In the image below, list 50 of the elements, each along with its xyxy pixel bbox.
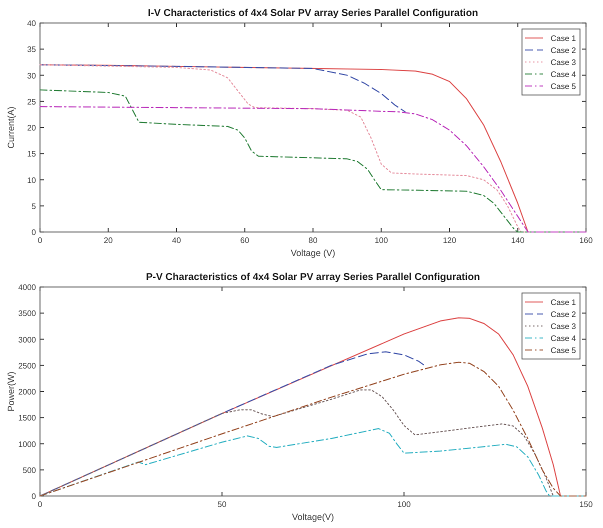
- y-tick-label: 10: [27, 176, 37, 185]
- y-tick-label: 4000: [18, 283, 37, 292]
- x-tick-label: 100: [397, 500, 412, 509]
- line-series: [39, 64, 406, 112]
- chart-title: I-V Characteristics of 4x4 Solar PV array Series Parallel Configuration: [148, 8, 478, 19]
- y-tick-label: 5: [32, 202, 37, 211]
- y-tick-label: 20: [27, 124, 37, 132]
- y-tick-label: 40: [27, 19, 37, 28]
- legend-label: Case 5: [550, 82, 577, 91]
- legend-label: Case 1: [550, 298, 577, 307]
- y-tick-label: 15: [27, 150, 37, 159]
- x-tick-label: 140: [511, 236, 525, 245]
- y-axis-title: Power(W): [6, 372, 16, 412]
- y-tick-label: 500: [22, 466, 37, 475]
- legend-label: Case 2: [550, 46, 577, 55]
- legend-label: Case 4: [550, 70, 577, 79]
- legend-label: Case 2: [550, 310, 577, 319]
- x-tick-label: 20: [104, 236, 114, 245]
- legend-label: Case 5: [550, 346, 577, 355]
- x-axis-title: Voltage(V): [292, 512, 334, 522]
- x-tick-label: 0: [38, 236, 43, 245]
- y-tick-label: 1000: [18, 440, 37, 449]
- legend-label: Case 3: [550, 58, 577, 67]
- y-tick-label: 30: [27, 71, 37, 80]
- legend-label: Case 3: [550, 322, 577, 331]
- y-tick-label: 2500: [18, 361, 37, 370]
- x-tick-label: 50: [218, 500, 227, 509]
- line-series: [39, 362, 587, 497]
- y-axis-title: Current(A): [6, 106, 16, 149]
- y-tick-label: 0: [32, 228, 37, 237]
- y-tick-label: 0: [32, 492, 37, 501]
- y-tick-label: 2000: [18, 388, 37, 396]
- x-tick-label: 150: [579, 500, 594, 509]
- y-tick-label: 3500: [18, 309, 37, 318]
- line-series: [39, 351, 426, 497]
- chart-title: P-V Characteristics of 4x4 Solar PV array Series Parallel Configuration: [146, 272, 480, 283]
- x-tick-label: 40: [172, 236, 182, 245]
- y-tick-label: 25: [27, 97, 37, 106]
- x-tick-label: 100: [374, 236, 388, 245]
- legend-label: Case 4: [550, 334, 577, 343]
- y-tick-label: 35: [27, 45, 37, 54]
- x-tick-label: 120: [442, 236, 457, 245]
- y-tick-label: 1500: [18, 414, 37, 423]
- y-tick-label: 3000: [18, 335, 37, 344]
- legend-label: Case 1: [550, 34, 577, 43]
- x-tick-label: 80: [308, 236, 318, 245]
- x-tick-label: 160: [579, 236, 594, 245]
- x-tick-label: 60: [240, 236, 250, 245]
- x-tick-label: 0: [38, 500, 43, 509]
- x-axis-title: Voltage (V): [290, 248, 336, 258]
